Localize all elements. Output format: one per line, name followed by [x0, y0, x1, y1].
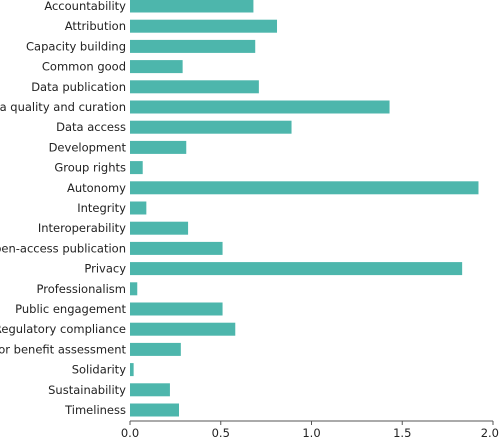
category-label-data-access: Data access [56, 120, 126, 134]
x-tick-label: 1.5 [393, 426, 411, 439]
category-label-development: Development [49, 140, 127, 154]
bar-common-good [130, 60, 183, 74]
category-label-data-publication: Data publication [31, 80, 126, 94]
bar-attribution [130, 19, 278, 33]
x-tick-label: 0.0 [121, 426, 139, 439]
category-label-integrity: Integrity [77, 201, 126, 215]
category-label-capacity-building: Capacity building [26, 39, 126, 53]
category-label-common-good: Common good [42, 60, 126, 74]
category-label-professionalism: Professionalism [36, 282, 126, 296]
category-label-group-rights: Group rights [54, 161, 126, 175]
bar-accountability [130, 0, 254, 13]
bar-open-access-publication [130, 241, 223, 255]
bar-integrity [130, 201, 147, 215]
x-tick-label: 1.0 [302, 426, 320, 439]
x-tick-label: 2.0 [481, 426, 499, 439]
category-label-timeliness: Timeliness [64, 403, 126, 417]
category-label-data-quality-and-curation: Data quality and curation [0, 100, 126, 114]
bar-autonomy [130, 181, 479, 195]
bar-interoperability [130, 221, 189, 235]
category-label-interoperability: Interoperability [38, 221, 126, 235]
bar-group-rights [130, 161, 143, 175]
bar-public-engagement [130, 302, 223, 316]
bar-capacity-building [130, 39, 256, 53]
category-label-public-engagement: Public engagement [15, 302, 126, 316]
category-labels: Accountability Attribution Capacity buildi… [0, 0, 126, 417]
category-label-attribution: Attribution [65, 19, 126, 33]
bar-solidarity [130, 363, 134, 377]
x-tick-label: 0.5 [212, 426, 230, 439]
bar-professionalism [130, 282, 138, 296]
bar-regulatory-compliance [130, 322, 236, 336]
category-label-accountability: Accountability [44, 0, 126, 13]
category-label-risk-or-benefit-assessment: Risk or benefit assessment [0, 342, 126, 356]
category-label-solidarity: Solidarity [72, 363, 127, 377]
x-axis-ticks: 0.0 0.5 1.0 1.5 2.0 [121, 421, 499, 439]
category-label-open-access-publication: Open-access publication [0, 241, 126, 255]
category-label-sustainability: Sustainability [48, 383, 126, 397]
bar-data-publication [130, 80, 259, 94]
bar-risk-or-benefit-assessment [130, 342, 181, 356]
category-label-regulatory-compliance: Regulatory compliance [0, 322, 126, 336]
bar-development [130, 140, 187, 154]
category-label-autonomy: Autonomy [67, 181, 126, 195]
bar-timeliness [130, 403, 179, 417]
bars-layer [130, 0, 479, 417]
bar-data-quality-and-curation [130, 100, 390, 114]
bar-data-access [130, 120, 292, 134]
bar-privacy [130, 262, 463, 276]
category-label-privacy: Privacy [84, 262, 126, 276]
bar-sustainability [130, 383, 170, 397]
